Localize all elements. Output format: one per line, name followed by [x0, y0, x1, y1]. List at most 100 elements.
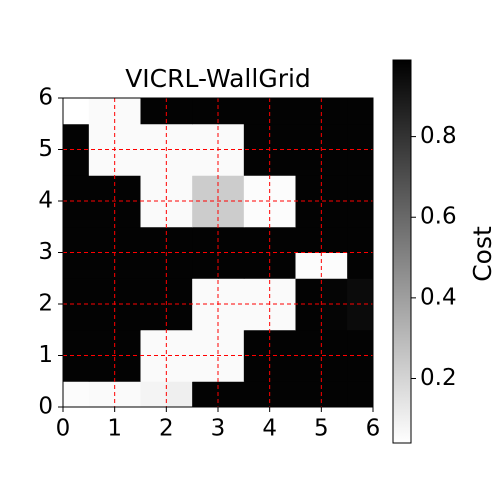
- heatmap-cell: [192, 329, 219, 356]
- heatmap-cell: [218, 355, 245, 382]
- heatmap-cell: [295, 123, 322, 150]
- colorbar-tick-label: 0.4: [420, 284, 457, 310]
- heatmap-cell: [192, 98, 219, 125]
- heatmap-cell: [140, 123, 167, 150]
- heatmap-cell: [140, 381, 167, 408]
- heatmap-cell: [347, 175, 374, 202]
- y-tick-label: 5: [38, 136, 53, 162]
- heatmap-cell: [88, 329, 116, 356]
- heatmap-cell: [140, 329, 167, 356]
- heatmap-cell: [347, 201, 374, 228]
- heatmap-cell: [321, 226, 348, 253]
- heatmap-cell: [166, 278, 193, 305]
- heatmap-cell: [140, 304, 167, 331]
- colorbar-tick-label: 0.6: [420, 204, 457, 230]
- heatmap-cell: [63, 226, 90, 253]
- heatmap-cell: [321, 329, 348, 356]
- heatmap-cell: [295, 175, 322, 202]
- heatmap-cell: [269, 149, 296, 176]
- heatmap-cell: [192, 201, 219, 228]
- heatmap-cell: [321, 149, 348, 176]
- heatmap-cell: [295, 149, 322, 176]
- heatmap-cell: [321, 201, 348, 228]
- heatmap-cell: [114, 329, 141, 356]
- heatmap-cell: [63, 252, 90, 279]
- heatmap-cell: [140, 201, 167, 228]
- x-tick-label: 3: [211, 416, 226, 442]
- heatmap-cell: [166, 329, 193, 356]
- heatmap-cell: [243, 226, 271, 253]
- heatmap-cell: [218, 98, 245, 125]
- heatmap-cell: [269, 201, 296, 228]
- heatmap-cell: [63, 175, 90, 202]
- heatmap-cell: [347, 355, 374, 382]
- heatmap-cell: [114, 226, 141, 253]
- heatmap-cell: [269, 252, 296, 279]
- heatmap-cell: [114, 175, 141, 202]
- heatmap-cell: [114, 149, 141, 176]
- heatmap-cell: [243, 98, 271, 125]
- heatmap-cell: [166, 149, 193, 176]
- heatmap-cell: [88, 175, 116, 202]
- heatmap-cell: [88, 252, 116, 279]
- heatmap-cell: [114, 355, 141, 382]
- heatmap-cell: [192, 175, 219, 202]
- heatmap-cell: [347, 98, 374, 125]
- heatmap-cell: [218, 278, 245, 305]
- heatmap-cell: [140, 355, 167, 382]
- heatmap-cell: [218, 304, 245, 331]
- heatmap-cell: [166, 381, 193, 408]
- heatmap-cell: [295, 329, 322, 356]
- heatmap-cell: [243, 252, 271, 279]
- heatmap-cell: [321, 175, 348, 202]
- x-tick-label: 5: [314, 416, 329, 442]
- heatmap-cell: [218, 123, 245, 150]
- heatmap-cell: [347, 149, 374, 176]
- x-tick-label: 0: [56, 416, 71, 442]
- heatmap-cell: [192, 123, 219, 150]
- heatmap-cell: [243, 329, 271, 356]
- heatmap-cell: [166, 175, 193, 202]
- x-tick-label: 1: [107, 416, 122, 442]
- heatmap-cell: [140, 278, 167, 305]
- heatmap-cell: [192, 304, 219, 331]
- heatmap-cell: [347, 329, 374, 356]
- heatmap-cell: [88, 201, 116, 228]
- heatmap-cell: [243, 149, 271, 176]
- heatmap-cell: [295, 355, 322, 382]
- y-tick-label: 1: [38, 342, 53, 368]
- heatmap-cell: [88, 98, 116, 125]
- heatmap-cell: [88, 149, 116, 176]
- heatmap-cell: [269, 98, 296, 125]
- heatmap-cell: [166, 98, 193, 125]
- heatmap-cell: [321, 304, 348, 331]
- heatmap-cell: [295, 98, 322, 125]
- heatmap-cell: [192, 355, 219, 382]
- heatmap-cell: [114, 381, 141, 408]
- heatmap-cell: [269, 175, 296, 202]
- heatmap-cell: [166, 252, 193, 279]
- heatmap-cell: [269, 329, 296, 356]
- heatmap-cell: [295, 278, 322, 305]
- heatmap-cell: [166, 123, 193, 150]
- heatmap-cell: [218, 175, 245, 202]
- heatmap-cell: [114, 278, 141, 305]
- heatmap-cell: [166, 226, 193, 253]
- heatmap-cell: [114, 304, 141, 331]
- heatmap-cell: [192, 149, 219, 176]
- heatmap-cell: [63, 149, 90, 176]
- heatmap-cell: [243, 304, 271, 331]
- x-tick-label: 2: [159, 416, 174, 442]
- heatmap-cell: [347, 226, 374, 253]
- heatmap-cell: [295, 304, 322, 331]
- heatmap-cell: [88, 123, 116, 150]
- heatmap-cell: [243, 175, 271, 202]
- heatmap-cell: [63, 381, 90, 408]
- heatmap-cell: [140, 252, 167, 279]
- heatmap-cell: [321, 98, 348, 125]
- y-tick-label: 0: [38, 394, 53, 420]
- heatmap-cell: [114, 123, 141, 150]
- y-tick-label: 4: [38, 188, 53, 214]
- heatmap-cell: [243, 123, 271, 150]
